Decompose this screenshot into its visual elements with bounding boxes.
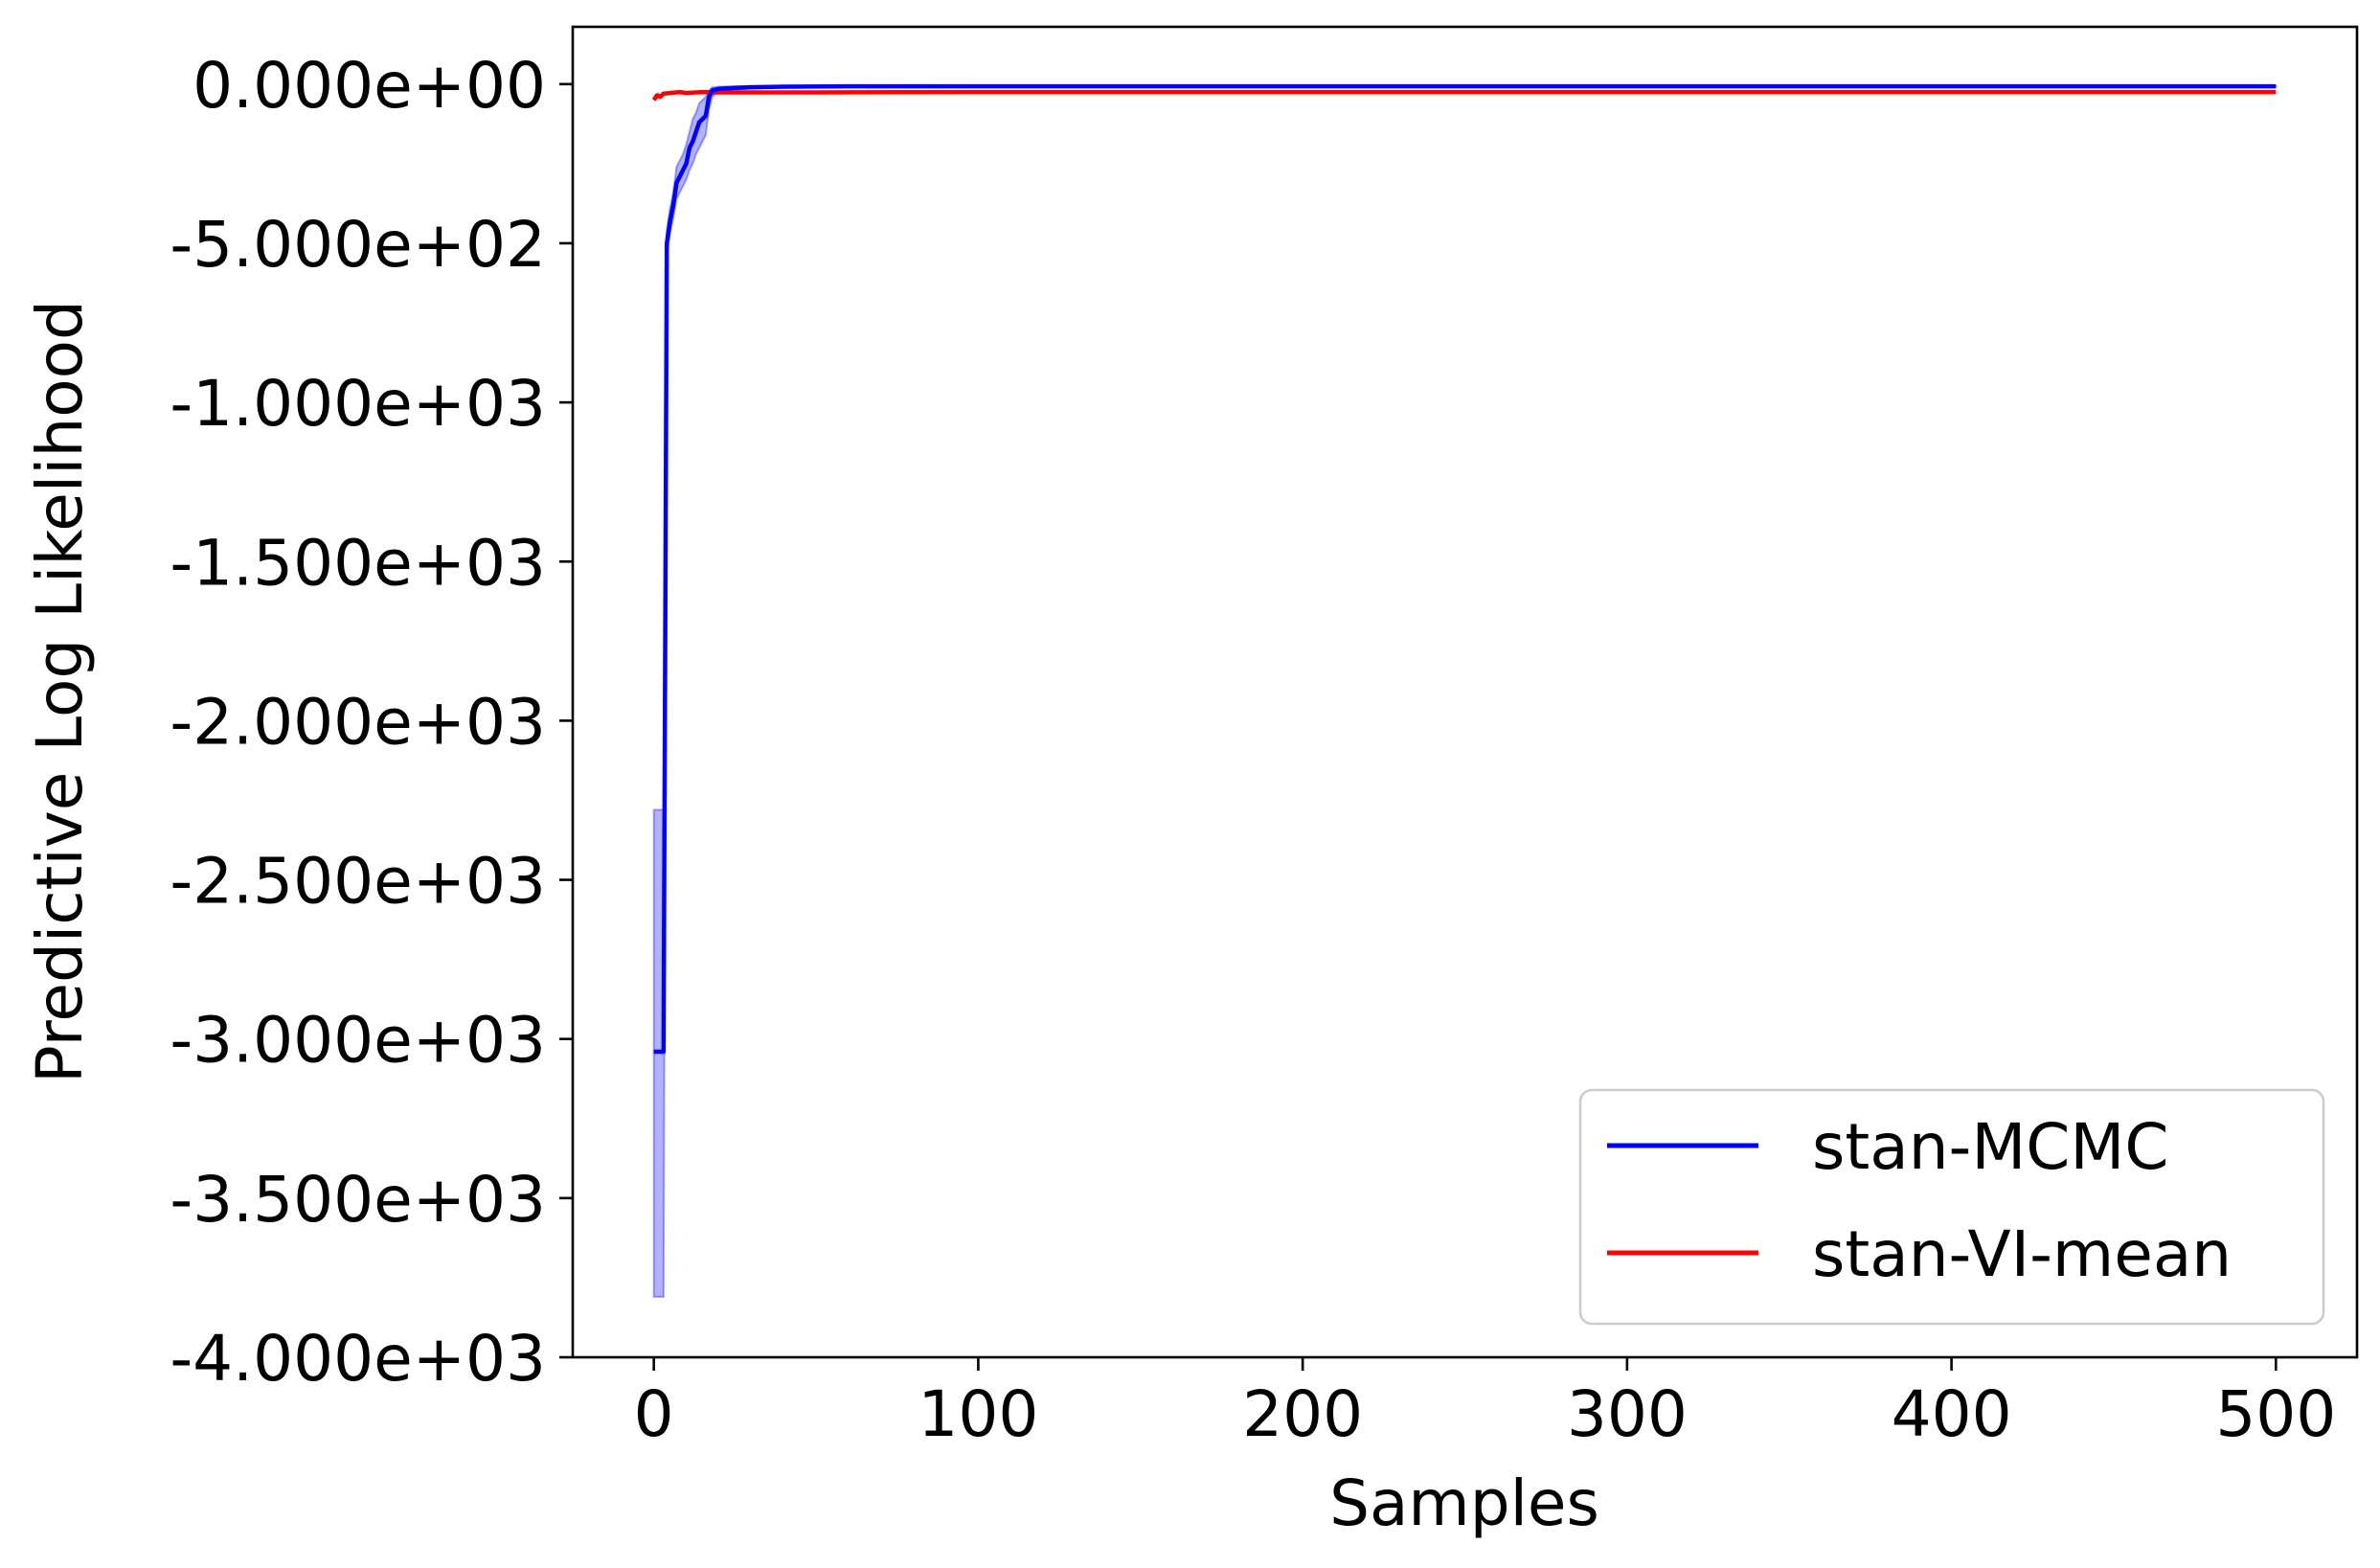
series-line-stan-MCMC bbox=[653, 83, 2277, 1055]
series-line-stan-VI-mean bbox=[651, 89, 2277, 102]
x-tick-label: 400 bbox=[1892, 1377, 2012, 1451]
y-tick-label: 0.000e+00 bbox=[193, 49, 546, 123]
y-tick-label: -4.000e+03 bbox=[170, 1322, 546, 1396]
legend-label-stan-mcmc: stan-MCMC bbox=[1812, 1110, 2168, 1184]
x-tick-label: 200 bbox=[1242, 1377, 1363, 1451]
y-tick-label: -1.000e+03 bbox=[170, 367, 546, 441]
series-layer bbox=[651, 83, 2277, 1055]
y-tick-label: -2.000e+03 bbox=[170, 685, 546, 759]
x-tick-label: 300 bbox=[1567, 1377, 1688, 1451]
y-axis-ticks: 0.000e+00 -5.000e+02 -1.000e+03 -1.500e+03 -… bbox=[170, 49, 573, 1396]
x-axis-label: Samples bbox=[1329, 1466, 1599, 1540]
y-tick-label: -1.500e+03 bbox=[170, 526, 546, 600]
y-tick-label: -2.500e+03 bbox=[170, 845, 546, 919]
y-axis-label: Predictive Log Likelihood bbox=[23, 300, 97, 1083]
legend-label-stan-vi-mean: stan-VI-mean bbox=[1812, 1217, 2232, 1291]
plot-frame bbox=[571, 25, 2359, 1359]
x-axis-ticks: 0 100 200 300 400 500 bbox=[634, 1357, 2336, 1451]
x-tick-label: 0 bbox=[634, 1377, 674, 1451]
x-tick-label: 100 bbox=[918, 1377, 1038, 1451]
y-tick-label: -5.000e+02 bbox=[170, 208, 546, 282]
legend-box bbox=[1578, 1088, 2325, 1326]
y-tick-label: -3.500e+03 bbox=[170, 1163, 546, 1237]
x-tick-label: 500 bbox=[2215, 1377, 2336, 1451]
legend: stan-MCMC stan-VI-mean bbox=[1578, 1088, 2325, 1326]
y-tick-label: -3.000e+03 bbox=[170, 1004, 546, 1078]
